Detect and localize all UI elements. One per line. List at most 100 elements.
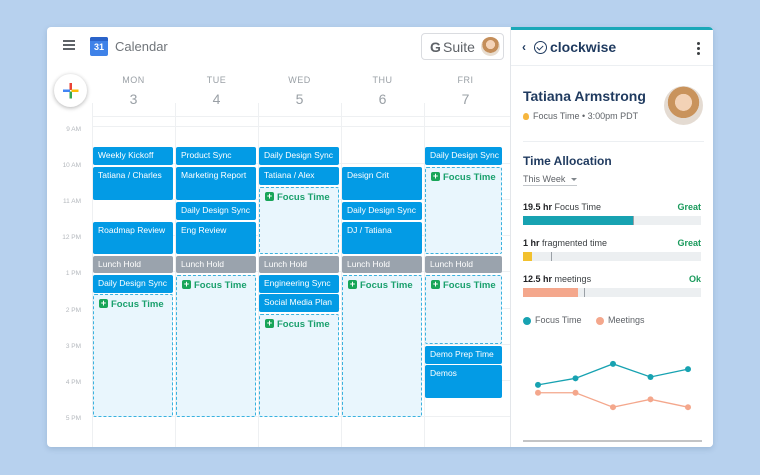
gsuite-account-button[interactable]: G Suite <box>421 33 504 60</box>
time-label: 11 AM <box>63 198 81 205</box>
metric-status: Great <box>677 202 701 212</box>
event-lunch-hold[interactable]: Lunch Hold <box>425 256 502 273</box>
metric-status: Ok <box>688 274 701 284</box>
event-tatiana-alex[interactable]: Tatiana / Alex <box>259 167 339 185</box>
day-header-mon[interactable]: MON 3 <box>92 75 175 107</box>
metric-value: 19.5 hr <box>523 202 553 212</box>
plus-icon: + <box>431 170 440 181</box>
time-label: 1 PM <box>65 270 81 277</box>
event-focus-time[interactable]: + Focus Time <box>93 294 173 417</box>
user-avatar <box>664 86 703 125</box>
metric-bar <box>523 288 701 297</box>
metric-bar <box>523 252 701 261</box>
plus-icon: + <box>99 297 108 308</box>
app-title: Calendar <box>115 39 168 54</box>
metric-bar-fill <box>523 252 532 261</box>
event-daily-design-sync[interactable]: Daily Design Sync <box>176 202 256 220</box>
event-focus-time[interactable]: + Focus Time <box>176 275 256 417</box>
lightbulb-icon <box>523 113 529 121</box>
event-social-media-plan[interactable]: Social Media Plan <box>259 294 339 312</box>
time-label: 4 PM <box>65 379 81 386</box>
event-label: Focus Time <box>277 192 330 203</box>
event-roadmap-review[interactable]: Roadmap Review <box>93 222 173 254</box>
data-point <box>610 404 616 411</box>
event-label: Focus Time <box>443 172 496 183</box>
avatar <box>481 37 500 56</box>
time-label: 5 PM <box>65 415 81 422</box>
day-header-thu[interactable]: THU 6 <box>341 75 424 107</box>
metric-value: 12.5 hr <box>523 274 553 284</box>
metric-name: fragmented time <box>542 238 608 248</box>
time-label: 9 AM <box>66 126 81 133</box>
more-options-icon[interactable] <box>697 42 700 55</box>
event-focus-time[interactable]: + Focus Time <box>342 275 422 417</box>
calendar-header: 31 Calendar G Suite <box>47 27 510 67</box>
event-focus-time[interactable]: + Focus Time <box>425 167 502 254</box>
event-lunch-hold[interactable]: Lunch Hold <box>259 256 339 273</box>
day-divider <box>92 103 93 447</box>
chart-legend: Focus Time Meetings <box>523 315 645 325</box>
event-focus-time[interactable]: + Focus Time <box>259 314 339 417</box>
metric-bar-fill <box>523 288 579 297</box>
metric-bar-fill <box>523 216 634 225</box>
metric-value: 1 hr <box>523 238 540 248</box>
day-number: 3 <box>129 91 138 107</box>
day-divider <box>175 103 176 447</box>
day-divider <box>258 103 259 447</box>
gsuite-label: Suite <box>443 39 475 55</box>
day-name: THU <box>372 75 393 85</box>
legend-dot-meetings <box>596 316 605 325</box>
focus-status: Focus Time • 3:00pm PDT <box>523 111 638 121</box>
day-header-tue[interactable]: TUE 4 <box>175 75 258 107</box>
event-daily-design-sync[interactable]: Daily Design Sync <box>93 275 173 293</box>
event-lunch-hold[interactable]: Lunch Hold <box>93 256 173 273</box>
event-eng-review[interactable]: Eng Review <box>176 222 256 254</box>
calendar-pane: 31 Calendar G Suite MON 3 TUE 4 <box>47 27 510 447</box>
event-label: Focus Time <box>111 299 164 310</box>
event-label: Focus Time <box>277 319 330 330</box>
event-demo-prep-time[interactable]: Demo Prep Time <box>425 346 502 364</box>
event-engineering-sync[interactable]: Engineering Sync <box>259 275 339 293</box>
event-label: Focus Time <box>360 280 413 291</box>
event-daily-design-sync[interactable]: Daily Design Sync <box>259 147 339 165</box>
event-dj-tatiana[interactable]: DJ / Tatiana <box>342 222 422 254</box>
menu-icon[interactable] <box>63 40 75 50</box>
day-number: 5 <box>295 91 304 107</box>
event-tatiana-charles[interactable]: Tatiana / Charles <box>93 167 173 200</box>
event-design-crit[interactable]: Design Crit <box>342 167 422 200</box>
user-name: Tatiana Armstrong <box>523 88 646 104</box>
metric-status: Great <box>677 238 701 248</box>
plus-icon: + <box>265 190 274 201</box>
event-daily-design-sync[interactable]: Daily Design Sync <box>425 147 502 165</box>
day-name: FRI <box>457 75 474 85</box>
event-daily-design-sync[interactable]: Daily Design Sync <box>342 202 422 220</box>
data-point <box>610 360 616 367</box>
period-select[interactable]: This Week <box>523 174 578 186</box>
event-focus-time[interactable]: + Focus Time <box>259 187 339 254</box>
day-name: MON <box>122 75 145 85</box>
event-weekly-kickoff[interactable]: Weekly Kickoff <box>93 147 173 165</box>
create-event-button[interactable] <box>54 74 87 107</box>
day-header-wed[interactable]: WED 5 <box>258 75 341 107</box>
day-header-fri[interactable]: FRI 7 <box>424 75 507 107</box>
metric-focus-time: 19.5 hr Focus Time Great <box>523 202 701 225</box>
chevron-left-icon[interactable]: ‹ <box>522 40 526 54</box>
data-point <box>685 404 691 411</box>
metric-label: 19.5 hr Focus Time <box>523 202 701 212</box>
clockwise-panel: ‹ clockwise Tatiana Armstrong Focus Time… <box>510 27 713 447</box>
event-label: Focus Time <box>194 280 247 291</box>
event-lunch-hold[interactable]: Lunch Hold <box>342 256 422 273</box>
legend-focus: Focus Time <box>535 315 582 325</box>
event-lunch-hold[interactable]: Lunch Hold <box>176 256 256 273</box>
data-point <box>572 389 579 396</box>
day-divider <box>341 103 342 447</box>
plus-icon: + <box>265 317 274 328</box>
plus-icon: + <box>348 278 357 289</box>
event-focus-time[interactable]: + Focus Time <box>425 275 502 344</box>
event-product-sync[interactable]: Product Sync <box>176 147 256 165</box>
event-label: Focus Time <box>443 280 496 291</box>
event-marketing-report[interactable]: Marketing Report <box>176 167 256 200</box>
day-number: 7 <box>461 91 470 107</box>
data-point <box>535 389 541 396</box>
event-demos[interactable]: Demos <box>425 365 502 398</box>
